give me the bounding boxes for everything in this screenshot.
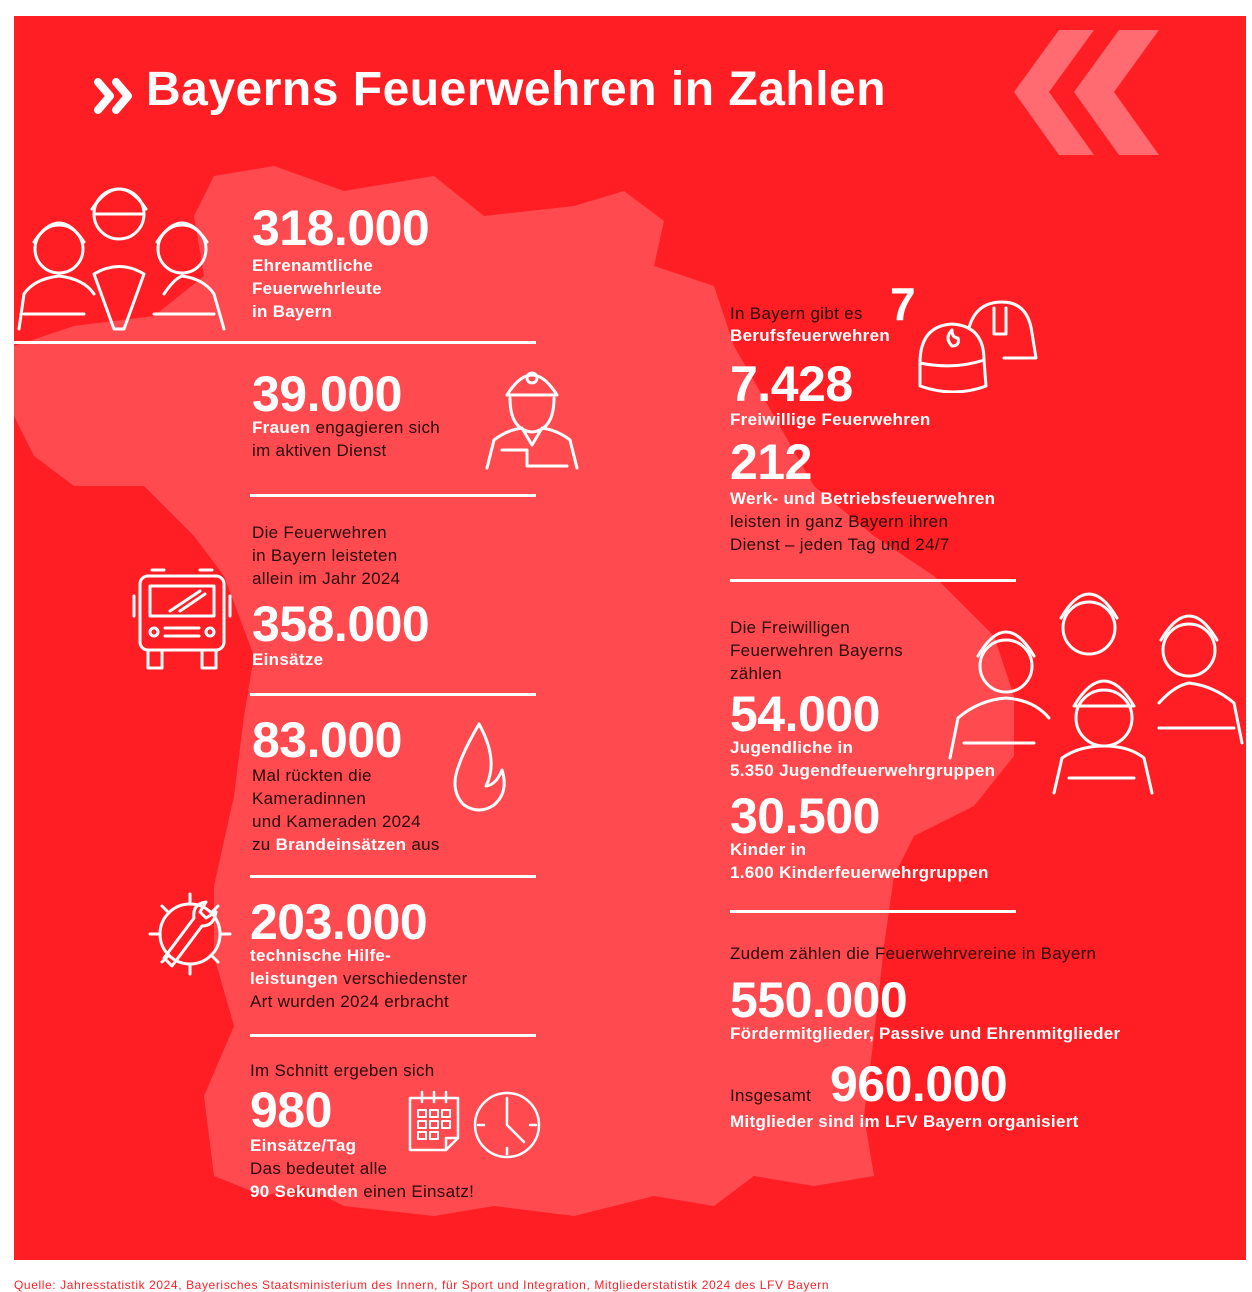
divider (14, 341, 536, 344)
volunteer-brigades-number: 7.428 (730, 356, 853, 412)
total-members-number: 960.000 (830, 1056, 1008, 1112)
volunteers-label: Ehrenamtliche Feuerwehrleute in Bayern (252, 256, 382, 321)
professional-intro: In Bayern gibt es (730, 304, 863, 323)
professional-number: 7 (890, 278, 916, 330)
women-number: 39.000 (252, 366, 402, 422)
double-chevron-left-decoration-icon (1014, 30, 1159, 155)
firefighters-team-icon (948, 592, 1244, 795)
helmets-icon (918, 300, 1038, 393)
bavaria-map-shape (14, 166, 1014, 1216)
divider (250, 693, 536, 696)
flame-icon (453, 722, 506, 812)
divider (250, 1034, 536, 1037)
technical-assistance-label: technische Hilfe-leistungen verschiedens… (250, 946, 468, 1011)
clock-icon (473, 1091, 541, 1159)
associations-intro: Zudem zählen die Feuerwehrvereine in Bay… (730, 944, 1097, 963)
female-firefighter-icon (485, 371, 579, 470)
daily-number: 980 (250, 1082, 332, 1138)
operations-number: 358.000 (252, 596, 430, 652)
women-label: Frauen engagieren sich im aktiven Dienst (252, 418, 441, 460)
total-prefix: Insgesamt (730, 1086, 812, 1105)
children-number: 30.500 (730, 788, 880, 844)
operations-label: Einsätze (252, 650, 324, 669)
professional-label: Berufsfeuerwehren (730, 326, 891, 345)
children-label: Kinder in 1.600 Kinderfeuerwehrgruppen (730, 840, 989, 882)
firefighters-group-icon (17, 187, 226, 331)
total-members-label: Mitglieder sind im LFV Bayern organisier… (730, 1112, 1079, 1131)
supporting-members-label: Fördermitglieder, Passive und Ehrenmitgl… (730, 1024, 1121, 1043)
fire-operations-number: 83.000 (252, 712, 402, 768)
volunteer-brigades-label: Freiwillige Feuerwehren (730, 410, 931, 429)
fire-truck-icon (132, 568, 232, 670)
daily-intro: Im Schnitt ergeben sich (250, 1061, 435, 1080)
calendar-icon (408, 1090, 460, 1152)
divider (730, 579, 1016, 582)
technical-assistance-number: 203.000 (250, 894, 428, 950)
double-chevron-right-icon (94, 78, 132, 114)
divider (250, 494, 536, 497)
divider (730, 910, 1016, 913)
plant-brigades-number: 212 (730, 434, 812, 490)
supporting-members-number: 550.000 (730, 972, 908, 1028)
youth-intro: Die Freiwilligen Feuerwehren Bayerns zähle… (730, 618, 903, 683)
page-title: Bayerns Feuerwehren in Zahlen (146, 63, 887, 116)
divider (250, 875, 536, 878)
infographic-panel: Bayerns Feuerwehren in Zahlen 318.000 Eh… (14, 16, 1246, 1260)
operations-intro: Die Feuerwehren in Bayern leisteten allein… (252, 523, 401, 588)
youth-number: 54.000 (730, 686, 880, 742)
plant-brigades-label: Werk- und Betriebsfeuerwehren leisten in … (730, 489, 996, 554)
volunteers-number: 318.000 (252, 200, 430, 256)
daily-label: Einsätze/Tag Das bedeutet alle 90 Sekunden… (250, 1136, 475, 1201)
source-note: Quelle: Jahresstatistik 2024, Bayerische… (14, 1278, 830, 1292)
fire-operations-label: Mal rückten die Kameradinnen und Kameraden… (252, 766, 440, 854)
wrench-gear-icon (148, 892, 232, 976)
youth-label: Jugendliche in 5.350 Jugendfeuerwehrgrupp… (730, 738, 996, 780)
